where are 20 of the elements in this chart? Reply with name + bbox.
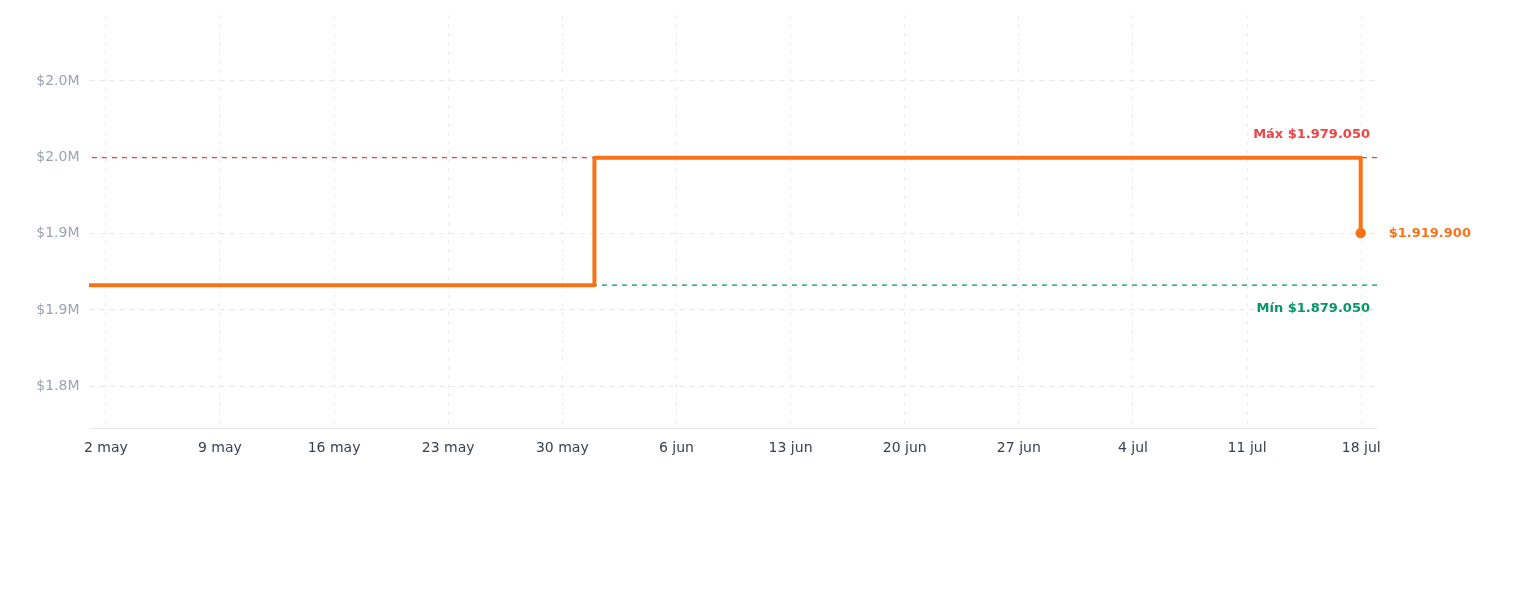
x-tick-label: 30 may [535, 438, 589, 455]
y-tick-label: $2.0M [36, 71, 80, 88]
x-tick-label: 20 jun [882, 438, 927, 455]
ref-line-label: Máx $1.979.050 [1253, 125, 1370, 141]
x-tick-label: 6 jun [658, 438, 694, 455]
x-tick-label: 2 may [83, 438, 128, 455]
y-tick-label: $1.9M [36, 300, 80, 317]
x-tick-label: 4 jul [1117, 438, 1148, 455]
x-tick-label: 16 may [307, 438, 361, 455]
x-tick-label: 23 may [421, 438, 475, 455]
x-tick-label: 11 jul [1227, 438, 1267, 455]
annotation: $1.919.900 [1388, 225, 1471, 241]
y-tick-label: $1.9M [36, 224, 80, 241]
x-tick-label: 27 jun [996, 438, 1041, 455]
x-tick-label: 13 jun [768, 438, 813, 455]
x-tick-label: 18 jul [1341, 438, 1381, 455]
ref-line-label: Mín $1.879.050 [1256, 300, 1370, 316]
y-tick-label: $2.0M [36, 147, 80, 164]
y-tick-label: $1.8M [36, 377, 80, 394]
x-tick-label: 9 may [198, 438, 242, 455]
